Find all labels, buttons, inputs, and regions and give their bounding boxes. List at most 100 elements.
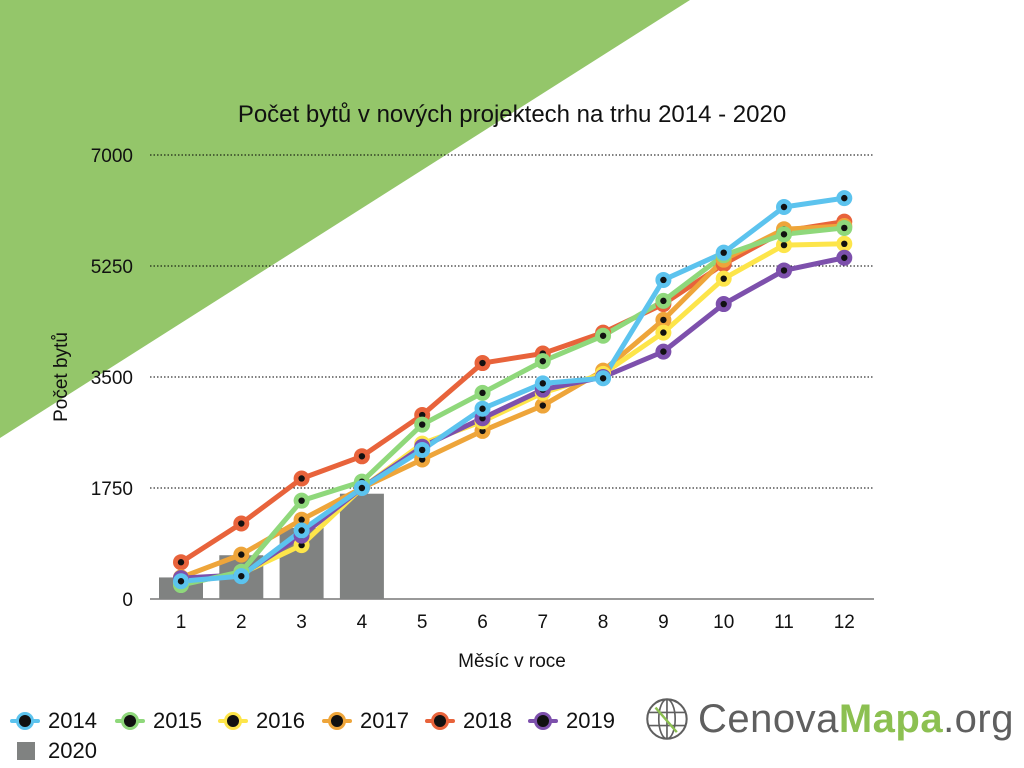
point-center-2014-6: [479, 405, 486, 412]
y-tick-label: 7000: [91, 146, 133, 167]
bar-2020-4: [339, 493, 384, 599]
point-center-2018-1: [177, 559, 185, 566]
legend-item-2018: 2018: [425, 706, 512, 736]
point-center-2014-7: [539, 380, 546, 387]
point-center-2017-3: [298, 516, 305, 523]
y-tick-label: 1750: [91, 479, 133, 500]
point-center-2019-11: [780, 267, 788, 274]
legend-label: 2016: [256, 708, 305, 733]
point-center-2015-3: [298, 497, 305, 504]
point-center-2016-10: [720, 275, 727, 282]
x-tick-label: 6: [477, 612, 488, 633]
point-center-2017-6: [479, 427, 486, 435]
x-tick-label: 7: [538, 612, 549, 633]
point-center-2015-8: [599, 332, 607, 339]
point-center-2018-2: [238, 520, 245, 527]
chart-title: Počet bytů v nových projektech na trhu 2…: [238, 101, 786, 128]
series-line-2019: [178, 255, 847, 581]
point-center-2016-3: [298, 541, 305, 549]
point-center-2015-11: [780, 231, 788, 238]
x-axis-ticks: 1 2 3 4 5 6 7 8 9 10 11 12: [176, 612, 855, 633]
point-center-2017-9: [660, 316, 667, 324]
point-center-2015-7: [539, 357, 546, 365]
point-center-2017-2: [238, 551, 245, 558]
point-center-2014-12: [841, 194, 848, 202]
legend-dot-swatch: [16, 712, 34, 730]
x-tick-label: 4: [357, 612, 368, 633]
point-center-2014-11: [780, 203, 788, 211]
point-center-2016-9: [660, 329, 667, 336]
cenovamapa-logo: CenovaMapa.org: [644, 686, 1014, 752]
y-tick-label: 0: [122, 590, 133, 611]
legend-dot-swatch: [534, 712, 552, 730]
point-center-2014-3: [298, 527, 305, 534]
legend-marker-2018: [425, 710, 455, 732]
legend-item-2020: 2020: [10, 736, 97, 766]
series-line-2014: [178, 195, 847, 584]
point-center-2017-5: [419, 456, 426, 463]
legend-label: 2014: [48, 708, 97, 733]
y-tick-label: 5250: [91, 257, 133, 278]
y-axis-ticks: 0 1750 3500 5250 7000: [91, 146, 133, 611]
point-center-2014-1: [177, 578, 185, 585]
x-tick-label: 10: [713, 612, 734, 633]
x-tick-label: 2: [236, 612, 247, 633]
legend-label: 2020: [48, 738, 97, 763]
point-center-2014-10: [720, 249, 727, 256]
point-center-2018-3: [298, 475, 305, 482]
point-center-2014-2: [238, 572, 245, 580]
point-center-2017-7: [539, 402, 546, 409]
x-tick-label: 1: [176, 612, 187, 633]
point-center-2015-12: [841, 224, 848, 232]
logo-text-mapa: Mapa: [838, 696, 944, 741]
point-center-2015-5: [419, 421, 426, 428]
series-line-2016: [178, 241, 847, 586]
x-axis-label: Měsíc v roce: [458, 651, 566, 672]
legend-dot-swatch: [328, 712, 346, 730]
legend-label: 2017: [360, 708, 409, 733]
point-center-2018-4: [358, 453, 366, 460]
legend-item-2019: 2019: [528, 706, 615, 736]
y-tick-label: 3500: [91, 368, 133, 389]
legend-dot-swatch: [431, 712, 449, 730]
chart-legend: 2014 2015 2016 2017 2018 2019 2020: [0, 700, 640, 768]
legend-item-2015: 2015: [115, 706, 202, 736]
point-center-2018-6: [479, 359, 486, 367]
legend-label: 2018: [463, 708, 512, 733]
point-center-2015-6: [479, 389, 486, 397]
x-tick-label: 11: [774, 612, 794, 633]
point-center-2018-5: [419, 411, 426, 419]
legend-label: 2015: [153, 708, 202, 733]
point-center-2016-12: [841, 240, 848, 247]
legend-marker-2016: [218, 710, 248, 732]
point-center-2016-11: [780, 241, 788, 249]
legend-item-2016: 2016: [218, 706, 305, 736]
point-center-2019-9: [660, 348, 667, 355]
logo-text-cenova: Cenova: [697, 696, 839, 741]
legend-dot-swatch: [121, 712, 139, 730]
point-center-2019-12: [841, 254, 848, 261]
x-tick-label: 5: [417, 612, 428, 633]
legend-item-2017: 2017: [322, 706, 409, 736]
logo-wordmark: CenovaMapa.org: [698, 697, 1014, 742]
x-tick-label: 9: [658, 612, 669, 633]
legend-marker-2017: [322, 710, 352, 732]
x-tick-label: 8: [598, 612, 609, 633]
point-center-2019-6: [479, 415, 486, 422]
legend-marker-2014: [10, 710, 40, 732]
y-axis-label: Počet bytů: [51, 332, 72, 422]
logo-text-org: .org: [943, 696, 1014, 741]
x-tick-label: 3: [296, 612, 307, 633]
legend-dot-swatch: [224, 712, 242, 730]
legend-bar-swatch: [17, 742, 35, 760]
point-center-2019-10: [720, 300, 727, 308]
point-center-2015-9: [660, 297, 667, 305]
x-tick-label: 12: [834, 612, 855, 633]
series-line-2015: [178, 225, 847, 588]
legend-marker-2015: [115, 710, 145, 732]
series-lines: [178, 195, 847, 588]
legend-label: 2019: [566, 708, 615, 733]
